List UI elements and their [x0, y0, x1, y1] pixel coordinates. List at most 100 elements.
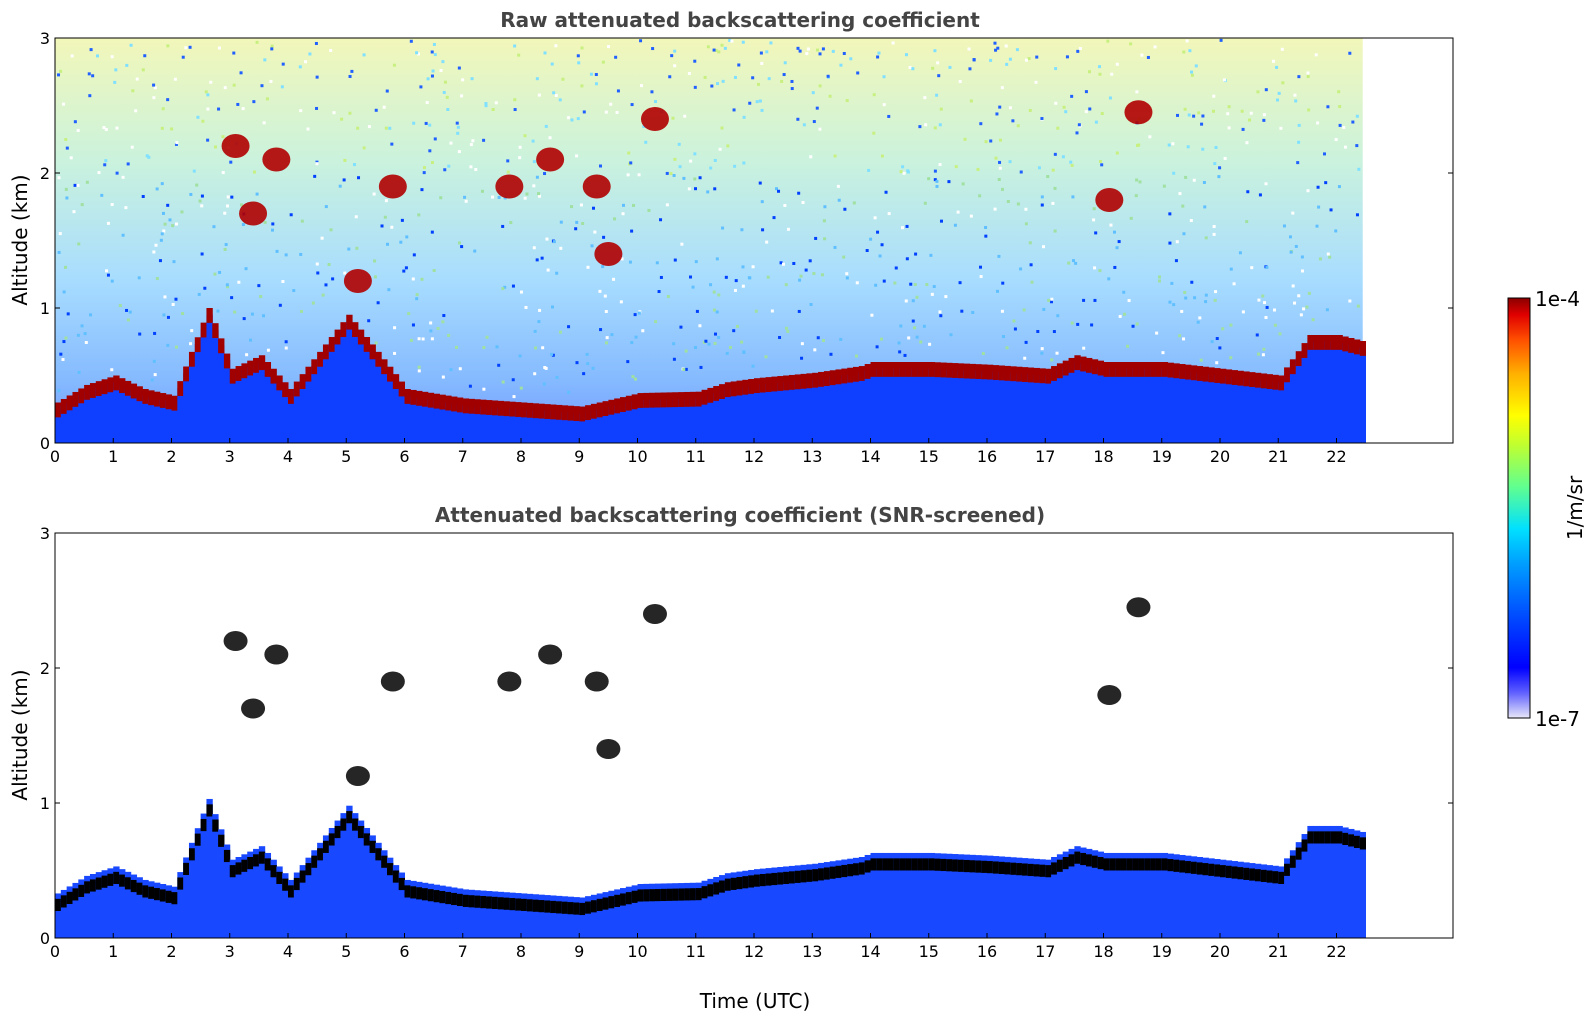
- raw-noise-speck: [62, 102, 66, 106]
- raw-noise-speck: [899, 170, 903, 174]
- raw-boundary-layer-top: [1086, 357, 1093, 373]
- raw-boundary-layer-cell: [1348, 344, 1355, 443]
- raw-noise-speck: [115, 126, 119, 130]
- raw-noise-speck: [782, 73, 786, 77]
- raw-noise-speck: [166, 315, 170, 319]
- raw-noise-speck: [449, 141, 453, 145]
- raw-boundary-layer-top: [1220, 368, 1227, 384]
- screened-boundary-layer-cell: [363, 827, 371, 938]
- raw-noise-speck: [1157, 279, 1161, 283]
- screened-boundary-layer-cell: [1225, 860, 1233, 938]
- raw-noise-speck: [531, 139, 535, 143]
- raw-boundary-layer-cell: [1266, 380, 1273, 443]
- screened-boundary-layer-top: [346, 811, 353, 824]
- raw-noise-speck: [441, 60, 445, 64]
- raw-noise-speck: [923, 201, 927, 205]
- raw-noise-speck: [630, 341, 634, 345]
- raw-noise-speck: [1204, 236, 1208, 240]
- raw-boundary-layer-top: [1161, 362, 1169, 377]
- raw-noise-speck: [506, 159, 510, 163]
- raw-noise-speck: [760, 200, 764, 204]
- screened-boundary-layer-cell: [526, 893, 534, 938]
- raw-noise-speck: [601, 60, 605, 64]
- screened-boundary-layer-top: [369, 840, 376, 853]
- raw-boundary-layer-cell: [491, 407, 499, 443]
- raw-noise-speck: [1258, 193, 1262, 197]
- raw-boundary-layer-top: [369, 344, 376, 360]
- raw-boundary-layer-cell: [625, 402, 633, 443]
- x-tick-label: 8: [516, 942, 526, 961]
- raw-noise-speck: [204, 90, 208, 94]
- raw-noise-speck: [425, 100, 429, 104]
- raw-boundary-layer-cell: [1120, 368, 1128, 443]
- raw-noise-speck: [639, 39, 643, 43]
- raw-boundary-layer-top: [1301, 343, 1308, 358]
- raw-noise-speck: [1187, 113, 1191, 117]
- raw-noise-speck: [785, 326, 789, 330]
- raw-boundary-layer-cell: [742, 386, 749, 443]
- raw-boundary-layer-top: [107, 377, 114, 393]
- raw-noise-speck: [1183, 107, 1187, 111]
- raw-noise-speck: [1064, 110, 1068, 114]
- screened-boundary-layer-cell: [1144, 852, 1151, 938]
- raw-noise-speck: [1248, 118, 1252, 122]
- raw-noise-speck: [1115, 151, 1119, 155]
- screened-boundary-layer-cell: [765, 868, 772, 938]
- raw-noise-speck: [1344, 145, 1348, 149]
- raw-noise-speck: [677, 142, 681, 146]
- raw-noise-speck: [356, 126, 360, 130]
- raw-boundary-layer-cell: [317, 358, 324, 443]
- raw-noise-speck: [740, 228, 744, 232]
- raw-boundary-layer-top: [124, 380, 132, 396]
- screened-boundary-layer-cell: [835, 860, 842, 938]
- raw-noise-speck: [552, 91, 556, 95]
- raw-noise-speck: [1016, 202, 1020, 206]
- raw-boundary-layer-top: [78, 388, 85, 404]
- raw-boundary-layer-top: [95, 381, 103, 397]
- screened-boundary-layer-top: [60, 895, 68, 908]
- raw-noise-speck: [609, 102, 613, 106]
- raw-noise-speck: [586, 265, 590, 269]
- raw-noise-speck: [225, 283, 229, 287]
- raw-noise-speck: [338, 184, 342, 188]
- raw-boundary-layer-top: [742, 379, 749, 395]
- y-tick-label: 2: [40, 659, 50, 678]
- raw-noise-speck: [180, 210, 184, 214]
- screened-boundary-layer-top: [818, 868, 825, 881]
- raw-noise-speck: [790, 79, 794, 83]
- raw-boundary-layer-cell: [288, 395, 295, 443]
- raw-boundary-layer-cell: [1284, 374, 1291, 443]
- raw-noise-speck: [118, 303, 122, 307]
- raw-noise-speck: [429, 329, 433, 333]
- screened-boundary-layer-cell: [596, 893, 604, 938]
- screened-boundary-layer-top: [526, 899, 534, 912]
- raw-boundary-layer-top: [672, 392, 679, 408]
- screened-boundary-layer-cell: [404, 879, 411, 938]
- raw-noise-speck: [1305, 305, 1309, 309]
- raw-noise-speck: [935, 93, 939, 97]
- raw-noise-speck: [482, 387, 486, 391]
- raw-boundary-layer-cell: [445, 402, 452, 443]
- raw-boundary-layer-top: [654, 392, 662, 408]
- raw-noise-speck: [1297, 294, 1301, 298]
- raw-noise-speck: [693, 85, 697, 89]
- raw-noise-speck: [1214, 146, 1218, 150]
- raw-noise-speck: [615, 111, 619, 115]
- raw-noise-speck: [1180, 309, 1184, 313]
- raw-noise-speck: [1168, 212, 1172, 216]
- raw-boundary-layer-cell: [363, 343, 371, 443]
- raw-boundary-layer-top: [1173, 363, 1180, 379]
- raw-noise-speck: [141, 68, 145, 72]
- raw-noise-speck: [969, 99, 973, 103]
- raw-boundary-layer-cell: [719, 390, 726, 443]
- raw-boundary-layer-cell: [392, 380, 400, 443]
- raw-noise-speck: [153, 373, 157, 377]
- screened-boundary-layer-top: [55, 898, 62, 911]
- raw-boundary-layer-cell: [1307, 341, 1314, 443]
- screened-boundary-layer-cell: [1150, 852, 1157, 938]
- screened-boundary-layer-top: [1237, 867, 1244, 880]
- screened-boundary-layer-cell: [1086, 848, 1093, 938]
- colorbar-max-label: 1e-4: [1535, 287, 1580, 311]
- raw-noise-speck: [670, 54, 674, 58]
- screened-boundary-layer-cell: [439, 885, 446, 938]
